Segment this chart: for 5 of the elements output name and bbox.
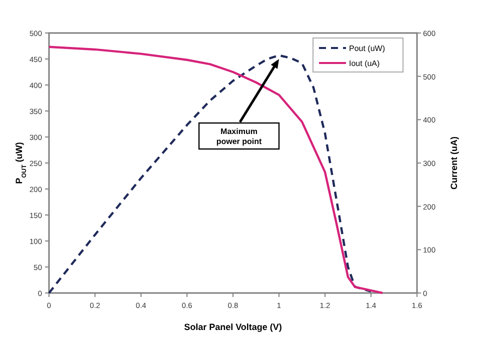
legend-label: Iout (uA) xyxy=(349,59,380,68)
y2-axis-title: Current (uA) xyxy=(449,136,459,190)
annotation: Maximum power point xyxy=(216,127,262,146)
legend-label: Pout (uW) xyxy=(349,44,386,53)
x-axis-title: Solar Panel Voltage (V) xyxy=(184,322,282,332)
